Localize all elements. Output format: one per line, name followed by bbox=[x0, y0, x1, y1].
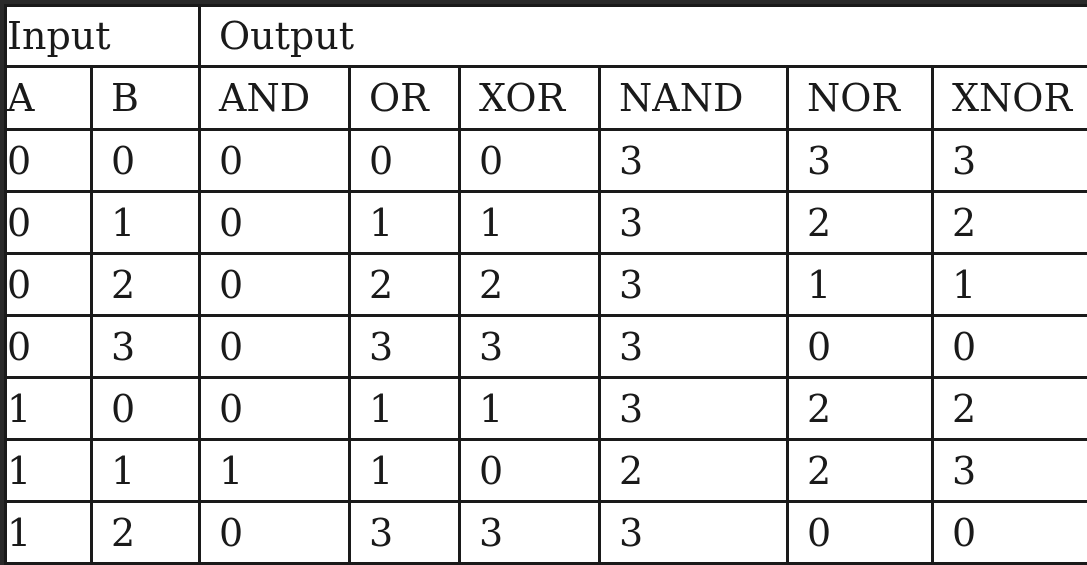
column-header-a: A bbox=[6, 67, 92, 130]
cell-or: 1 bbox=[350, 378, 460, 440]
cell-and: 0 bbox=[200, 378, 350, 440]
cell-and: 0 bbox=[200, 192, 350, 254]
cell-nand: 3 bbox=[600, 378, 788, 440]
cell-b: 2 bbox=[92, 254, 200, 316]
cell-and: 0 bbox=[200, 502, 350, 564]
column-header-xor: XOR bbox=[460, 67, 600, 130]
cell-xor: 2 bbox=[460, 254, 600, 316]
cell-a: 0 bbox=[6, 130, 92, 192]
cell-xnor: 2 bbox=[933, 378, 1087, 440]
cell-a: 1 bbox=[6, 502, 92, 564]
cell-b: 3 bbox=[92, 316, 200, 378]
column-header-b: B bbox=[92, 67, 200, 130]
cell-b: 0 bbox=[92, 130, 200, 192]
cell-xnor: 3 bbox=[933, 440, 1087, 502]
group-header-output: Output bbox=[200, 6, 1087, 67]
cell-or: 0 bbox=[350, 130, 460, 192]
cell-xor: 1 bbox=[460, 192, 600, 254]
cell-a: 0 bbox=[6, 254, 92, 316]
cell-xor: 0 bbox=[460, 130, 600, 192]
cell-nor: 3 bbox=[788, 130, 933, 192]
column-header-nand: NAND bbox=[600, 67, 788, 130]
cell-xnor: 1 bbox=[933, 254, 1087, 316]
cell-and: 0 bbox=[200, 254, 350, 316]
cell-nor: 0 bbox=[788, 316, 933, 378]
cell-b: 0 bbox=[92, 378, 200, 440]
cell-nor: 0 bbox=[788, 502, 933, 564]
cell-nand: 3 bbox=[600, 254, 788, 316]
cell-and: 0 bbox=[200, 130, 350, 192]
column-header-xnor: XNOR bbox=[933, 67, 1087, 130]
cell-xnor: 2 bbox=[933, 192, 1087, 254]
cell-xor: 3 bbox=[460, 502, 600, 564]
cell-or: 1 bbox=[350, 440, 460, 502]
cell-xnor: 0 bbox=[933, 502, 1087, 564]
column-header-nor: NOR bbox=[788, 67, 933, 130]
cell-and: 0 bbox=[200, 316, 350, 378]
truth-table: Input Output A B AND OR XOR NAND NOR XNO… bbox=[4, 4, 1087, 565]
cell-xor: 3 bbox=[460, 316, 600, 378]
cell-b: 1 bbox=[92, 192, 200, 254]
column-header-or: OR bbox=[350, 67, 460, 130]
cell-nand: 3 bbox=[600, 130, 788, 192]
truth-table-body: Input Output A B AND OR XOR NAND NOR XNO… bbox=[6, 6, 1087, 564]
cell-or: 3 bbox=[350, 502, 460, 564]
group-header-row: Input Output bbox=[6, 6, 1087, 67]
cell-nor: 2 bbox=[788, 440, 933, 502]
cell-b: 2 bbox=[92, 502, 200, 564]
group-header-input: Input bbox=[6, 6, 200, 67]
cell-nand: 3 bbox=[600, 316, 788, 378]
cell-a: 0 bbox=[6, 316, 92, 378]
cell-b: 1 bbox=[92, 440, 200, 502]
cell-nor: 1 bbox=[788, 254, 933, 316]
cell-or: 2 bbox=[350, 254, 460, 316]
cell-xor: 0 bbox=[460, 440, 600, 502]
cell-or: 3 bbox=[350, 316, 460, 378]
cell-nand: 2 bbox=[600, 440, 788, 502]
cell-a: 1 bbox=[6, 378, 92, 440]
cell-nand: 3 bbox=[600, 502, 788, 564]
cell-a: 1 bbox=[6, 440, 92, 502]
cell-nand: 3 bbox=[600, 192, 788, 254]
cell-xnor: 3 bbox=[933, 130, 1087, 192]
cell-a: 0 bbox=[6, 192, 92, 254]
cell-or: 1 bbox=[350, 192, 460, 254]
cell-nor: 2 bbox=[788, 378, 933, 440]
column-header-and: AND bbox=[200, 67, 350, 130]
cell-nor: 2 bbox=[788, 192, 933, 254]
cell-and: 1 bbox=[200, 440, 350, 502]
column-header-row: A B AND OR XOR NAND NOR XNOR bbox=[6, 67, 1087, 130]
cell-xor: 1 bbox=[460, 378, 600, 440]
cell-xnor: 0 bbox=[933, 316, 1087, 378]
